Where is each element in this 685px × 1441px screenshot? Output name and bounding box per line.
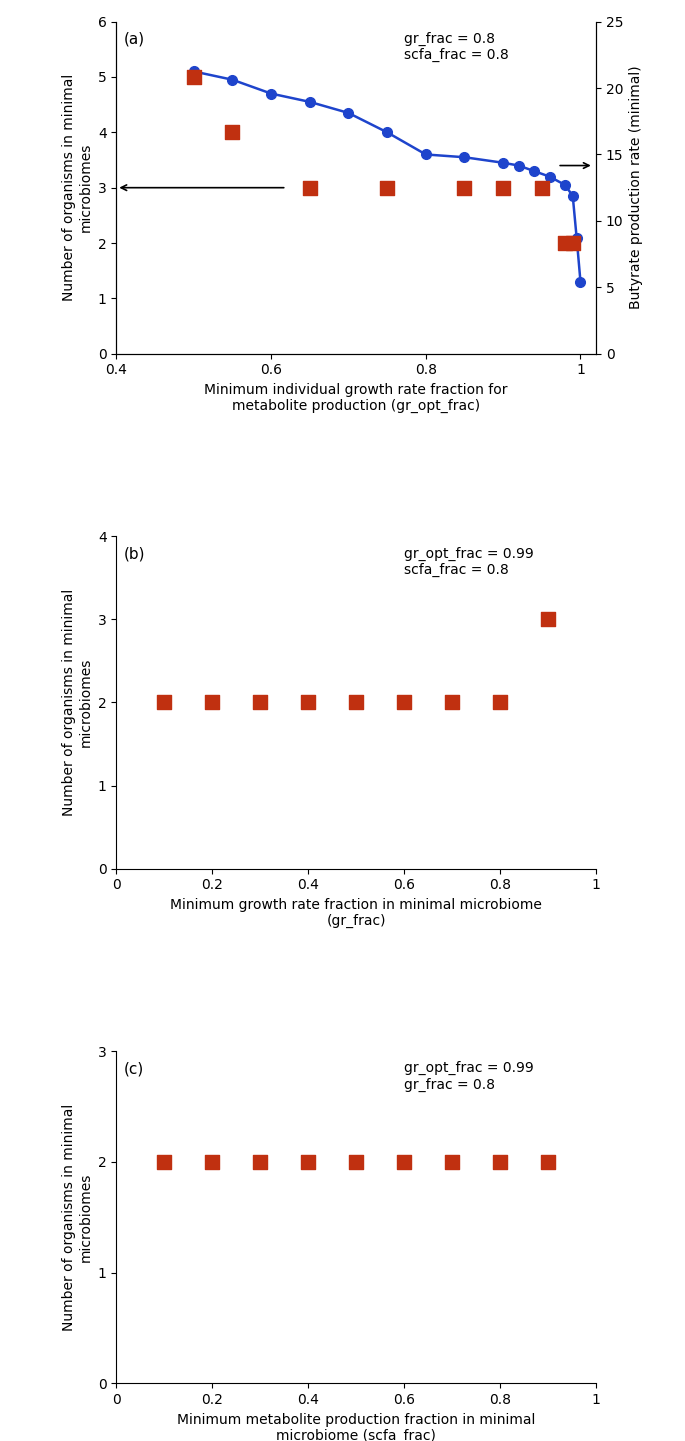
Point xyxy=(560,232,571,255)
Point xyxy=(399,1150,410,1173)
X-axis label: Minimum growth rate fraction in minimal microbiome
(gr_frac): Minimum growth rate fraction in minimal … xyxy=(171,898,542,928)
Point xyxy=(382,176,393,199)
Point xyxy=(399,692,410,715)
Point xyxy=(207,1150,218,1173)
Text: gr_opt_frac = 0.99
gr_frac = 0.8: gr_opt_frac = 0.99 gr_frac = 0.8 xyxy=(404,1061,534,1092)
Point xyxy=(159,1150,170,1173)
Point xyxy=(543,1150,553,1173)
Point xyxy=(567,232,578,255)
Y-axis label: Number of organisms in minimal
microbiomes: Number of organisms in minimal microbiom… xyxy=(62,589,92,816)
Point xyxy=(543,608,553,631)
Y-axis label: Number of organisms in minimal
microbiomes: Number of organisms in minimal microbiom… xyxy=(62,1104,92,1331)
Y-axis label: Butyrate production rate (minimal): Butyrate production rate (minimal) xyxy=(629,66,643,310)
Point xyxy=(447,692,458,715)
Point xyxy=(303,692,314,715)
Point xyxy=(304,176,315,199)
Point xyxy=(159,692,170,715)
Point xyxy=(495,1150,506,1173)
Point xyxy=(255,1150,266,1173)
X-axis label: Minimum metabolite production fraction in minimal
microbiome (scfa_frac): Minimum metabolite production fraction i… xyxy=(177,1412,536,1441)
Point xyxy=(351,1150,362,1173)
Text: (b): (b) xyxy=(123,546,145,562)
Point xyxy=(495,692,506,715)
Point xyxy=(188,65,199,88)
X-axis label: Minimum individual growth rate fraction for
metabolite production (gr_opt_frac): Minimum individual growth rate fraction … xyxy=(204,383,508,414)
Text: gr_frac = 0.8
scfa_frac = 0.8: gr_frac = 0.8 scfa_frac = 0.8 xyxy=(404,32,509,62)
Point xyxy=(207,692,218,715)
Point xyxy=(255,692,266,715)
Point xyxy=(447,1150,458,1173)
Point xyxy=(459,176,470,199)
Point xyxy=(227,121,238,144)
Y-axis label: Number of organisms in minimal
microbiomes: Number of organisms in minimal microbiom… xyxy=(62,73,92,301)
Text: (a): (a) xyxy=(123,32,145,46)
Text: (c): (c) xyxy=(123,1061,144,1076)
Text: gr_opt_frac = 0.99
scfa_frac = 0.8: gr_opt_frac = 0.99 scfa_frac = 0.8 xyxy=(404,546,534,576)
Point xyxy=(303,1150,314,1173)
Point xyxy=(536,176,547,199)
Point xyxy=(498,176,509,199)
Point xyxy=(351,692,362,715)
